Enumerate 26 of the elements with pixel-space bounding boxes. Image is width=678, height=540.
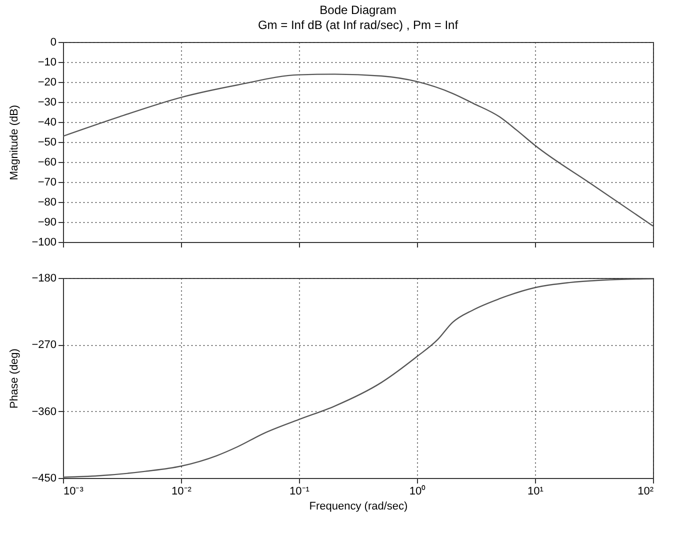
x-tick-label: 10⁰ [409, 484, 426, 498]
y-tick-label: −60 [38, 156, 56, 168]
y-tick-label: −90 [38, 216, 56, 228]
y-tick-label: −80 [38, 196, 56, 208]
y-tick-label: 0 [50, 36, 56, 48]
y-axis-title: Phase (deg) [8, 348, 20, 408]
chart-subtitle: Gm = Inf dB (at Inf rad/sec) , Pm = Inf [258, 18, 459, 32]
y-tick-label: −20 [38, 76, 56, 88]
chart-title: Bode Diagram [320, 3, 396, 17]
x-axis-title: Frequency (rad/sec) [309, 500, 408, 512]
y-tick-label: −270 [32, 339, 56, 352]
y-tick-label: −50 [38, 136, 56, 148]
x-tick-label: 10² [638, 486, 654, 498]
y-tick-label: −40 [38, 116, 56, 128]
y-tick-label: −180 [32, 272, 56, 284]
x-tick-label: 10¹ [528, 486, 544, 498]
x-tick-label: 10⁻³ [64, 486, 84, 498]
y-tick-label: −70 [38, 176, 56, 188]
y-tick-label: −30 [38, 96, 56, 108]
y-tick-label: −100 [32, 236, 56, 248]
x-tick-label: 10⁻² [172, 486, 192, 498]
x-tick-label: 10⁻¹ [290, 486, 310, 498]
y-axis-title: Magnitude (dB) [8, 104, 20, 180]
y-tick-label: −450 [32, 472, 56, 484]
y-tick-label: −360 [32, 406, 56, 418]
y-tick-label: −10 [38, 56, 56, 68]
